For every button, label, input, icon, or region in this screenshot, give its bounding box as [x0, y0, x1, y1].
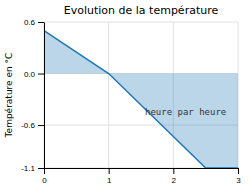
- area: [44, 31, 238, 168]
- grid-line: [44, 22, 238, 23]
- tick-label: 0.0: [24, 70, 36, 79]
- tick-mark: [109, 168, 110, 174]
- plot: 0 1 2 3 -1.1 -0.6 0.0 0.6 heure par heure: [21, 18, 241, 185]
- tick-mark: [38, 74, 44, 75]
- tick-label: 0: [42, 176, 47, 185]
- grid-line: [108, 22, 109, 168]
- line: [44, 31, 238, 168]
- tick: 0.6: [24, 18, 44, 27]
- grid: [44, 22, 238, 168]
- y-axis: -1.1 -0.6 0.0 0.6: [21, 18, 44, 173]
- y-label: Température en °C: [4, 53, 14, 139]
- marks: [44, 31, 238, 168]
- tick-label: 1: [107, 176, 112, 185]
- tick: 3: [236, 168, 241, 185]
- tick-label: 0.6: [24, 18, 36, 27]
- tick-label: 3: [236, 176, 241, 185]
- x-axis: 0 1 2 3: [42, 168, 241, 185]
- tick-label: -1.1: [21, 164, 35, 173]
- tick: 0.0: [24, 70, 44, 79]
- tick-mark: [38, 22, 44, 23]
- grid-line: [44, 22, 45, 168]
- tick-mark: [38, 168, 44, 169]
- tick-mark: [44, 168, 45, 174]
- tick: 1: [107, 168, 112, 185]
- tick: -0.6: [21, 121, 44, 130]
- tick: -1.1: [21, 164, 44, 173]
- title: Evolution de la température: [64, 4, 219, 17]
- axis-line: [44, 23, 45, 169]
- tick-label: 2: [172, 176, 177, 185]
- tick-label: -0.6: [21, 121, 35, 130]
- tick: 0: [42, 168, 47, 185]
- tick-mark: [238, 168, 239, 174]
- tick: 2: [172, 168, 177, 185]
- annotation: heure par heure: [145, 107, 226, 117]
- tick-mark: [38, 125, 44, 126]
- tick-mark: [173, 168, 174, 174]
- chart: 0 1 2 3 -1.1 -0.6 0.0 0.6 heure par heure Evoluti…: [0, 0, 250, 188]
- axis-line: [45, 168, 239, 169]
